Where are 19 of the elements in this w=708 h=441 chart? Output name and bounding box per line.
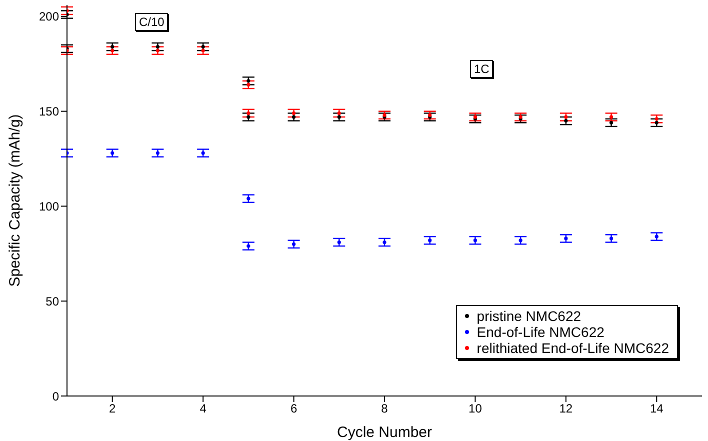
y-axis-title: Specific Capacity (mAh/g) (6, 114, 24, 287)
y-tick-label: 100 (38, 199, 60, 214)
y-tick-label: 0 (52, 389, 60, 404)
x-tick-label: 14 (650, 402, 664, 416)
legend-label: End-of-Life NMC622 (476, 324, 604, 340)
x-tick-label: 10 (468, 402, 482, 416)
y-tick-label: 150 (38, 104, 60, 119)
legend-label: pristine NMC622 (476, 308, 582, 324)
legend-label: relithiated End-of-Life NMC622 (476, 340, 669, 356)
x-tick-label: 6 (290, 402, 298, 416)
x-tick-label: 2 (109, 402, 116, 416)
x-axis-title: Cycle Number (336, 424, 432, 441)
y-tick-label: 200 (38, 10, 60, 24)
x-tick-label: 12 (559, 402, 573, 416)
x-tick-label: 8 (381, 402, 388, 416)
annotation: 1C (470, 60, 494, 78)
x-tick-label: 4 (200, 402, 207, 416)
annotation: C/10 (135, 13, 168, 31)
y-tick-label: 50 (46, 294, 60, 308)
